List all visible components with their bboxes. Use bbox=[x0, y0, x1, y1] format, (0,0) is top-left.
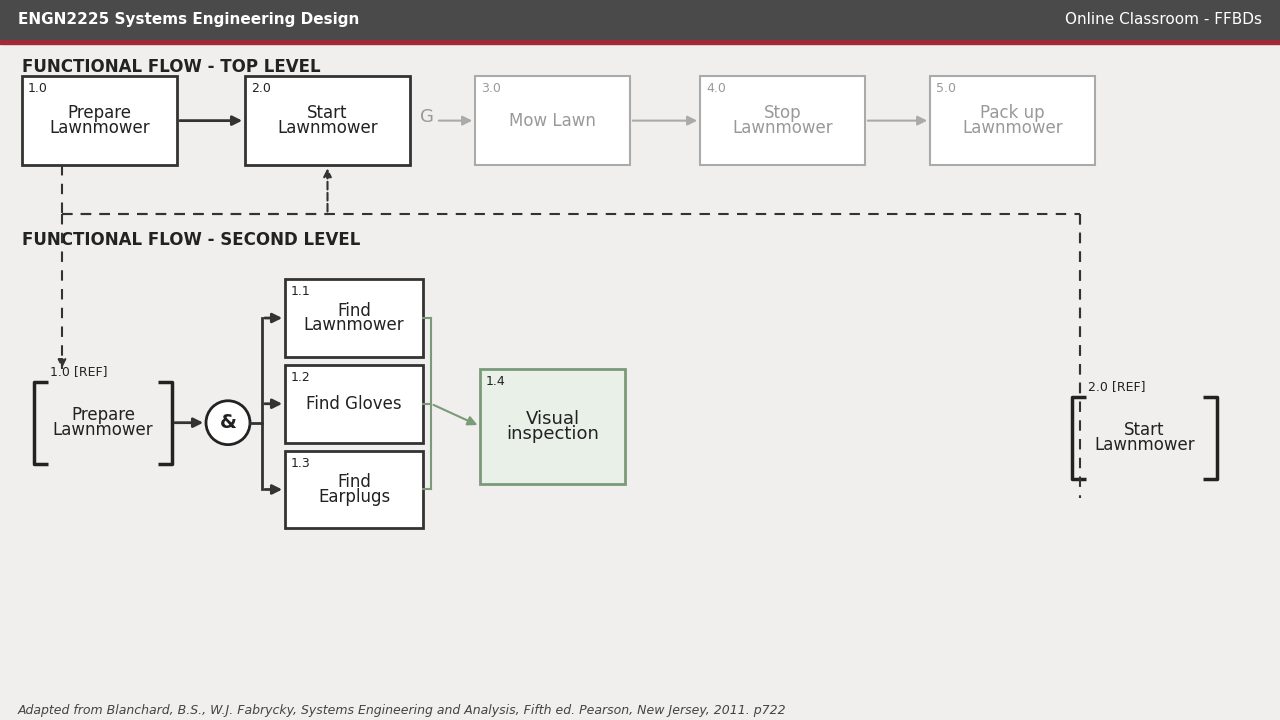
Text: &: & bbox=[219, 413, 237, 432]
Bar bbox=[285, 451, 422, 528]
Text: Find Gloves: Find Gloves bbox=[306, 395, 402, 413]
Text: FUNCTIONAL FLOW - SECOND LEVEL: FUNCTIONAL FLOW - SECOND LEVEL bbox=[22, 231, 361, 249]
Text: Start: Start bbox=[307, 104, 348, 122]
Text: Lawnmower: Lawnmower bbox=[49, 119, 150, 137]
Text: 1.3: 1.3 bbox=[291, 456, 311, 469]
Text: 1.1: 1.1 bbox=[291, 285, 311, 298]
Text: Find: Find bbox=[337, 473, 371, 491]
Circle shape bbox=[206, 401, 250, 445]
Text: Mow Lawn: Mow Lawn bbox=[509, 112, 596, 130]
Text: Lawnmower: Lawnmower bbox=[303, 317, 404, 335]
Text: 1.2: 1.2 bbox=[291, 371, 311, 384]
Text: 2.0: 2.0 bbox=[251, 82, 271, 95]
Text: Lawnmower: Lawnmower bbox=[52, 421, 154, 439]
Bar bbox=[0, 0, 1280, 40]
Text: 3.0: 3.0 bbox=[481, 82, 500, 95]
Text: 4.0: 4.0 bbox=[707, 82, 726, 95]
Text: Online Classroom - FFBDs: Online Classroom - FFBDs bbox=[1065, 12, 1262, 27]
Text: Start: Start bbox=[1124, 421, 1165, 439]
Bar bbox=[475, 76, 630, 166]
Text: 1.0 [REF]: 1.0 [REF] bbox=[50, 365, 108, 378]
Bar bbox=[700, 76, 865, 166]
Text: ENGN2225 Systems Engineering Design: ENGN2225 Systems Engineering Design bbox=[18, 12, 360, 27]
Bar bbox=[931, 76, 1094, 166]
Text: FUNCTIONAL FLOW - TOP LEVEL: FUNCTIONAL FLOW - TOP LEVEL bbox=[22, 58, 320, 76]
Text: 1.4: 1.4 bbox=[486, 375, 506, 388]
Text: Lawnmower: Lawnmower bbox=[1094, 436, 1194, 454]
Text: G: G bbox=[420, 107, 434, 125]
Text: Pack up: Pack up bbox=[980, 104, 1044, 122]
Bar bbox=[285, 365, 422, 443]
Text: Adapted from Blanchard, B.S., W.J. Fabrycky, Systems Engineering and Analysis, F: Adapted from Blanchard, B.S., W.J. Fabry… bbox=[18, 704, 787, 717]
Text: Earplugs: Earplugs bbox=[317, 488, 390, 506]
Text: Lawnmower: Lawnmower bbox=[732, 119, 833, 137]
Bar bbox=[285, 279, 422, 357]
Text: 1.0: 1.0 bbox=[28, 82, 47, 95]
Text: Visual: Visual bbox=[525, 410, 580, 428]
Text: Lawnmower: Lawnmower bbox=[278, 119, 378, 137]
Bar bbox=[244, 76, 410, 166]
Bar bbox=[22, 76, 177, 166]
Text: 2.0 [REF]: 2.0 [REF] bbox=[1088, 379, 1146, 393]
Text: Prepare: Prepare bbox=[68, 104, 132, 122]
Bar bbox=[480, 369, 625, 484]
Bar bbox=[0, 40, 1280, 44]
Text: inspection: inspection bbox=[506, 425, 599, 443]
Text: Stop: Stop bbox=[764, 104, 801, 122]
Text: Prepare: Prepare bbox=[70, 406, 134, 424]
Text: Lawnmower: Lawnmower bbox=[963, 119, 1062, 137]
Text: 5.0: 5.0 bbox=[936, 82, 956, 95]
Text: Find: Find bbox=[337, 302, 371, 320]
